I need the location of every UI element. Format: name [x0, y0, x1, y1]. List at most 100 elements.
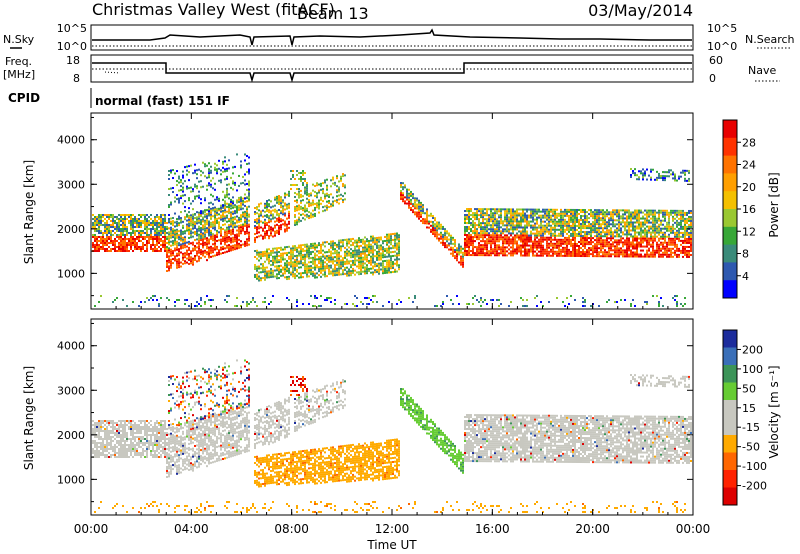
power-pixel — [320, 188, 322, 191]
power-pixel — [644, 233, 646, 236]
power-pixel — [650, 213, 652, 216]
power-pixel — [214, 166, 216, 169]
power-pixel — [116, 240, 118, 242]
power-pixel — [118, 214, 120, 216]
power-pixel — [638, 221, 640, 224]
power-pixel — [156, 226, 158, 228]
power-pixel — [190, 236, 192, 239]
power-pixel — [176, 242, 178, 245]
power-pixel — [330, 256, 332, 259]
power-pixel — [594, 247, 596, 250]
power-pixel — [466, 222, 468, 225]
power-pixel — [278, 251, 280, 254]
power-pixel — [274, 269, 276, 272]
power-pixel — [200, 198, 202, 201]
power-pixel — [396, 252, 398, 255]
power-pixel — [582, 223, 584, 226]
power-pixel — [620, 215, 622, 218]
power-pixel — [540, 222, 542, 225]
power-pixel — [296, 262, 298, 265]
power-pixel — [208, 226, 210, 229]
power-pixel — [426, 220, 428, 223]
power-pixel — [502, 220, 504, 223]
power-pixel — [490, 234, 492, 237]
power-pixel — [346, 260, 348, 263]
power-pixel — [592, 215, 594, 218]
power-pixel — [122, 228, 124, 230]
power-pixel — [176, 170, 178, 173]
power-pixel — [342, 243, 344, 246]
power-pixel — [408, 204, 410, 207]
power-pixel — [580, 251, 582, 254]
power-pixel — [586, 235, 588, 238]
power-pixel — [586, 227, 588, 230]
power-pixel — [138, 218, 140, 220]
power-pixel — [642, 231, 644, 234]
power-pixel — [336, 267, 338, 270]
power-pixel — [356, 243, 358, 246]
power-pixel — [606, 237, 608, 240]
power-pixel — [484, 252, 486, 255]
power-pixel — [240, 200, 242, 203]
power-pixel — [484, 232, 486, 235]
power-pixel — [618, 251, 620, 254]
power-pixel — [482, 218, 484, 221]
power-pixel — [600, 255, 602, 258]
power-pixel — [644, 221, 646, 224]
power-pixel — [420, 211, 422, 214]
power-pixel — [154, 236, 156, 238]
power-pixel — [592, 225, 594, 228]
power-pixel — [378, 270, 380, 273]
power-pixel — [438, 233, 440, 236]
power-pixel — [352, 241, 354, 244]
power-pixel — [382, 272, 384, 275]
power-pixel — [178, 252, 180, 255]
power-pixel — [520, 230, 522, 233]
power-pixel — [204, 255, 206, 258]
power-pixel — [236, 209, 238, 212]
power-pixel — [122, 222, 124, 224]
power-pixel — [134, 242, 136, 244]
power-pixel — [112, 214, 114, 216]
power-pixel — [556, 222, 558, 225]
power-pixel — [204, 213, 206, 216]
power-pixel — [328, 248, 330, 251]
power-pixel — [326, 241, 328, 244]
power-pixel — [96, 220, 98, 222]
power-pixel — [580, 235, 582, 238]
power-pixel — [510, 222, 512, 225]
power-pixel — [270, 268, 272, 271]
power-pixel — [546, 254, 548, 257]
power-pixel — [504, 240, 506, 243]
power-pixel — [208, 228, 210, 231]
power-pixel — [636, 249, 638, 252]
power-pixel — [632, 225, 634, 228]
power-pixel — [428, 220, 430, 223]
power-pixel — [354, 257, 356, 260]
power-pixel — [620, 251, 622, 254]
power-pixel — [162, 222, 164, 224]
power-pixel — [422, 220, 424, 223]
power-pixel — [222, 238, 224, 240]
power-pixel — [244, 244, 246, 247]
power-pixel — [618, 247, 620, 250]
power-pixel — [560, 254, 562, 257]
power-pixel — [360, 250, 362, 253]
power-pixel — [212, 255, 214, 258]
power-pixel — [214, 222, 216, 225]
power-pixel — [634, 239, 636, 242]
power-pixel — [258, 275, 260, 278]
power-pixel — [526, 242, 528, 245]
power-pixel — [526, 222, 528, 225]
power-pixel — [220, 252, 222, 255]
power-pixel — [140, 216, 142, 218]
power-pixel — [106, 242, 108, 244]
power-pixel — [338, 261, 340, 264]
power-pixel — [264, 234, 266, 237]
power-pixel — [500, 250, 502, 253]
power-pixel — [626, 245, 628, 248]
power-pixel — [162, 220, 164, 222]
power-pixel — [266, 234, 268, 236]
power-pixel — [114, 242, 116, 244]
power-pixel — [442, 239, 444, 242]
